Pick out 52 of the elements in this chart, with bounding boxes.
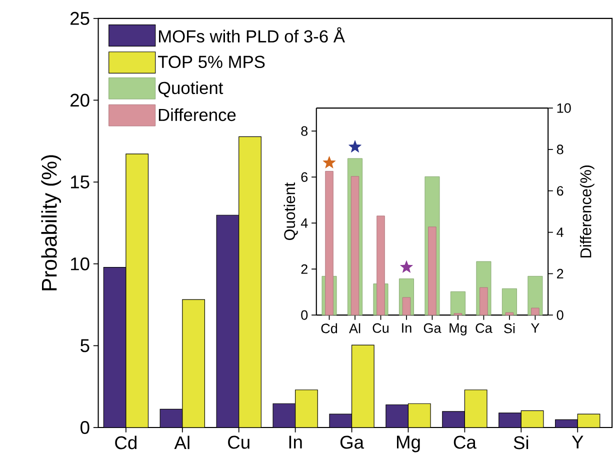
- y2-tick-label: 2: [557, 268, 564, 278]
- x-tick-label: Mg: [450, 323, 466, 336]
- x-tick-label: Ca: [454, 436, 476, 449]
- y2-tick-label: 6: [557, 186, 564, 196]
- point: [400, 260, 413, 273]
- bar: [502, 288, 517, 316]
- y2-tick-label: 4: [556, 227, 564, 237]
- y-tick-label: 15: [71, 176, 90, 188]
- y-tick-label: 5: [80, 339, 90, 352]
- x-tick-label: Ga: [340, 436, 364, 449]
- bar: [480, 287, 488, 316]
- y-tick-label: 10: [71, 257, 90, 270]
- y-axis-title: Quotient: [284, 182, 298, 240]
- y2-tick-label: 10: [557, 103, 571, 113]
- x-tick-label: Ca: [476, 323, 492, 333]
- legend-label: Difference: [158, 108, 236, 121]
- y2-tick-label: 8: [556, 144, 564, 154]
- bar: [428, 226, 436, 316]
- x-tick-label: Ga: [424, 323, 442, 333]
- y2-tick-label: 0: [556, 310, 564, 320]
- bar: [505, 312, 514, 316]
- y-tick-label: 4: [300, 218, 308, 228]
- point: [322, 156, 336, 168]
- x-tick-label: Al: [174, 436, 190, 449]
- bar: [450, 291, 466, 316]
- y-tick-label: 0: [80, 420, 90, 434]
- x-tick-label: Cu: [228, 436, 250, 449]
- y-tick-label: 2: [301, 264, 308, 274]
- y-tick-label: 8: [301, 126, 308, 136]
- x-tick-label: Al: [349, 323, 360, 333]
- x-tick-label: Si: [514, 436, 528, 450]
- y-tick-label: 25: [70, 12, 90, 25]
- point: [348, 140, 362, 152]
- x-tick-label: Y: [572, 436, 584, 448]
- x-tick-label: Y: [530, 323, 540, 332]
- y-tick-label: 6: [301, 172, 308, 182]
- x-tick-label: Cd: [115, 436, 136, 450]
- x-tick-label: Cu: [372, 323, 388, 333]
- x-tick-label: In: [289, 436, 302, 448]
- x-tick-label: In: [402, 323, 412, 332]
- bar: [402, 297, 411, 316]
- legend-label: TOP 5% MPS: [158, 56, 265, 68]
- y-tick-label: 20: [70, 94, 90, 107]
- legend-label: Quotient: [158, 81, 224, 98]
- bar: [531, 308, 540, 316]
- y-tick-label: 0: [301, 310, 308, 320]
- x-tick-label: Mg: [396, 436, 420, 452]
- x-tick-label: Cd: [321, 323, 338, 334]
- x-tick-label: Si: [504, 323, 515, 334]
- y2-axis-title: Difference(%): [580, 165, 594, 258]
- legend-label: MOFs with PLD of 3-6 Å: [159, 27, 345, 42]
- y-axis-title: Probability (%): [41, 155, 62, 290]
